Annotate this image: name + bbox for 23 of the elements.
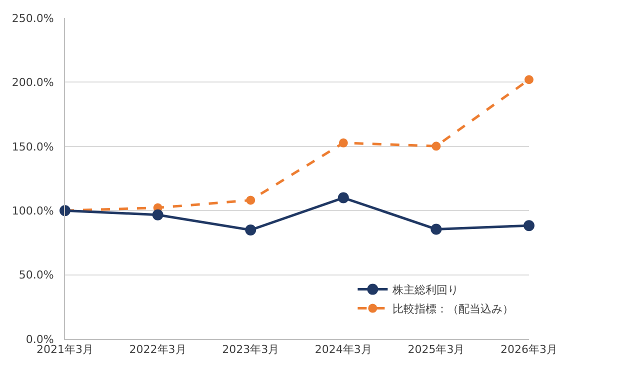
y-tick-label: 0.0% — [26, 332, 54, 346]
y-tick-label: 200.0% — [12, 76, 54, 90]
point — [524, 75, 534, 84]
point — [430, 224, 442, 235]
point — [338, 138, 348, 148]
x-tick-label: 2021年3月 — [36, 343, 94, 356]
point — [432, 142, 441, 151]
y-tick-label: 150.0% — [12, 140, 54, 154]
y-tick-label: 100.0% — [12, 204, 54, 218]
point — [152, 209, 164, 220]
legend-label: 株主総利回り — [392, 284, 459, 297]
y-tick-label: 250.0% — [12, 12, 54, 25]
x-tick-label: 2026年3月 — [500, 343, 558, 356]
point — [338, 192, 349, 204]
x-tick-label: 2022年3月 — [129, 343, 186, 356]
x-tick-label: 2023年3月 — [222, 343, 280, 356]
x-tick-label: 2025年3月 — [408, 343, 465, 356]
point — [524, 220, 534, 232]
legend-label: 比較指標：（配当込み） — [392, 302, 514, 316]
point — [245, 224, 256, 236]
x-tick-label: 2024年3月 — [314, 343, 372, 356]
point — [246, 196, 256, 205]
y-tick-label: 50.0% — [18, 268, 54, 282]
